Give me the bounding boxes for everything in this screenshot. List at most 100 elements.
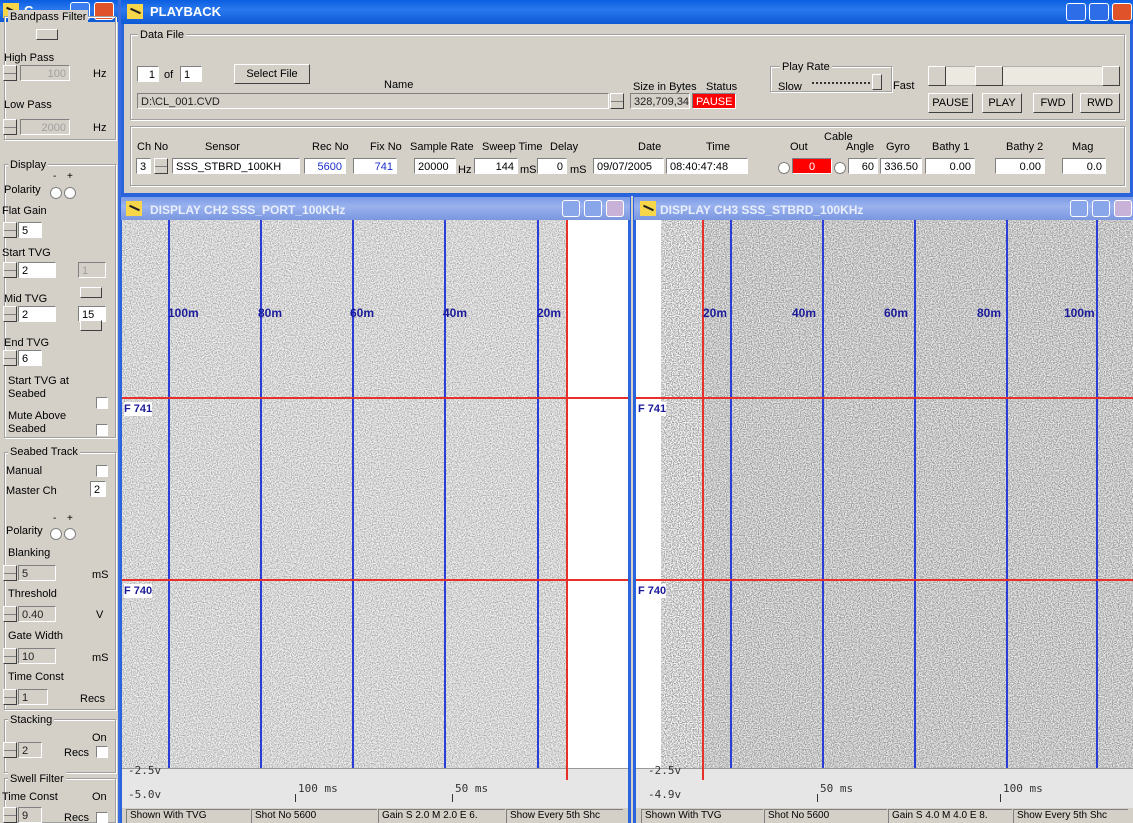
slider-thumb[interactable] <box>872 74 882 90</box>
mag: 0.0 <box>1062 158 1106 174</box>
status: Shown With TVG <box>130 809 207 823</box>
ranges: 60m <box>884 306 908 320</box>
scroll-thumb[interactable] <box>975 66 1003 86</box>
seabed-track: Seabed Track <box>8 445 80 459</box>
app-icon <box>127 4 143 19</box>
play[interactable]: PLAY <box>982 93 1022 113</box>
swell-unit: Recs <box>64 811 89 823</box>
spin-button[interactable] <box>3 565 17 581</box>
fixes: F 741 <box>124 402 152 416</box>
maximize-button[interactable] <box>1089 3 1109 21</box>
stacking-unit: Recs <box>64 746 89 760</box>
fix-line <box>636 579 1133 581</box>
select-file[interactable]: Select File <box>234 64 310 84</box>
minimize-button[interactable] <box>1070 200 1088 217</box>
spin-button[interactable] <box>3 648 17 664</box>
spin-button[interactable] <box>3 742 17 758</box>
spin-button[interactable] <box>3 606 17 622</box>
close-button[interactable] <box>1112 3 1132 21</box>
screen: C...Bandpass FilterHigh Pass100HzLow Pas… <box>0 0 1133 823</box>
spin-button[interactable] <box>3 689 17 705</box>
bathy-1: 0.00 <box>925 158 975 174</box>
time-tick <box>1000 794 1001 802</box>
pause[interactable]: PAUSE <box>928 93 973 113</box>
arrow-buttons[interactable] <box>80 320 102 331</box>
headers: Bathy 1 <box>932 140 969 154</box>
checkbox[interactable] <box>96 397 108 409</box>
manual: Manual <box>6 464 42 478</box>
rwd[interactable]: RWD <box>1080 93 1120 113</box>
checkbox[interactable] <box>96 812 108 823</box>
arrow-buttons[interactable] <box>80 287 102 298</box>
data-file: Data File <box>138 28 186 42</box>
time-const: Time Const <box>8 670 64 684</box>
scrollbar[interactable] <box>928 66 1120 86</box>
angle: 60 <box>848 158 878 174</box>
high-pass-value: 100 <box>20 65 70 81</box>
status: Show Every 5th Shc <box>510 809 600 823</box>
headers: Ch No <box>137 140 168 154</box>
title: DISPLAY CH2 SSS_PORT_100KHz <box>150 203 345 217</box>
sweep-time-unit: mS <box>520 163 537 177</box>
fix-line <box>636 397 1133 399</box>
status: Shown With TVG <box>645 809 722 823</box>
spin-button[interactable] <box>610 93 624 109</box>
minimize-button[interactable] <box>1066 3 1086 21</box>
polarity-plus: + <box>67 170 73 184</box>
checkbox[interactable] <box>96 746 108 758</box>
fix-line <box>122 579 628 581</box>
minimize-button[interactable] <box>562 200 580 217</box>
spin-button[interactable] <box>3 350 17 366</box>
fwd[interactable]: FWD <box>1033 93 1073 113</box>
gate-width-value: 10 <box>18 648 56 664</box>
spin-button[interactable] <box>3 65 17 81</box>
spin-button[interactable] <box>3 306 17 322</box>
radio-button[interactable] <box>64 528 76 540</box>
range-line <box>352 220 354 768</box>
time-tick <box>452 794 453 802</box>
spin-button[interactable] <box>3 807 17 823</box>
times: 100 ms <box>298 782 338 796</box>
headers: Mag <box>1072 140 1093 154</box>
radio-button[interactable] <box>778 162 790 174</box>
ranges: 40m <box>792 306 816 320</box>
maximize-button[interactable] <box>1092 200 1110 217</box>
swell-time-const: Time Const <box>2 790 58 804</box>
headers: Gyro <box>886 140 910 154</box>
sensor: SSS_STBRD_100KH <box>172 158 300 174</box>
maximize-button[interactable] <box>584 200 602 217</box>
spin-button[interactable] <box>3 119 17 135</box>
display: Display <box>8 158 48 172</box>
nadir-line <box>566 220 568 780</box>
close-button[interactable] <box>1114 200 1132 217</box>
volts: -5.0v <box>128 788 161 802</box>
scroll-right[interactable] <box>1102 66 1120 86</box>
headers: Sweep Time <box>482 140 543 154</box>
times: 100 ms <box>1003 782 1043 796</box>
spin-button[interactable] <box>154 158 168 174</box>
radio-button[interactable] <box>50 187 62 199</box>
radio-button[interactable] <box>834 162 846 174</box>
spin-button[interactable] <box>3 222 17 238</box>
bandpass-filter: Bandpass Filter <box>8 10 88 24</box>
spin-button[interactable] <box>3 262 17 278</box>
mute-above-seabed: Mute Above Seabed <box>8 410 74 436</box>
checkbox[interactable] <box>96 424 108 436</box>
high-pass: High Pass <box>4 51 54 65</box>
channel-group <box>130 126 1125 186</box>
low-pass-unit: Hz <box>93 121 106 135</box>
title: DISPLAY CH3 SSS_STBRD_100KHz <box>660 203 863 217</box>
radio-button[interactable] <box>50 528 62 540</box>
times: 50 ms <box>820 782 853 796</box>
ranges: 80m <box>977 306 1001 320</box>
radio-button[interactable] <box>64 187 76 199</box>
arrow-buttons[interactable] <box>36 29 58 40</box>
threshold-value: 0.40 <box>18 606 56 622</box>
out: 0 <box>792 158 832 174</box>
checkbox[interactable] <box>96 465 108 477</box>
time-tick <box>817 794 818 802</box>
sample-rate: 20000 <box>414 158 456 174</box>
range-line <box>444 220 446 768</box>
close-button[interactable] <box>606 200 624 217</box>
scroll-left[interactable] <box>928 66 946 86</box>
